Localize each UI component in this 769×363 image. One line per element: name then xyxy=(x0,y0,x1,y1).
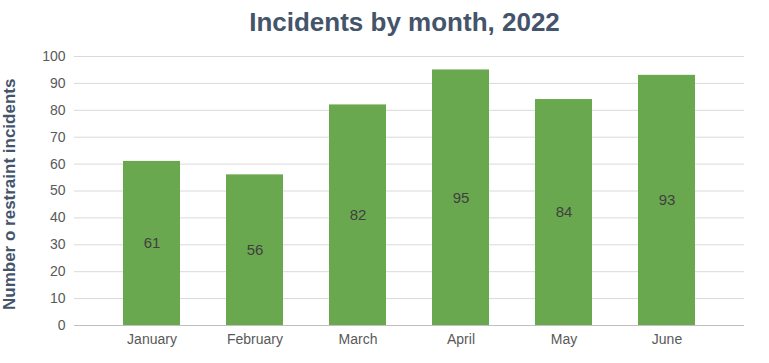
svg-text:56: 56 xyxy=(247,241,264,258)
svg-text:January: January xyxy=(127,331,177,347)
svg-text:61: 61 xyxy=(144,234,161,251)
svg-text:93: 93 xyxy=(659,191,676,208)
svg-text:50: 50 xyxy=(50,182,66,198)
svg-text:70: 70 xyxy=(50,129,66,145)
svg-text:90: 90 xyxy=(50,75,66,91)
svg-text:10: 10 xyxy=(50,290,66,306)
svg-text:84: 84 xyxy=(556,203,573,220)
svg-text:95: 95 xyxy=(453,189,470,206)
svg-text:May: May xyxy=(551,331,577,347)
svg-text:82: 82 xyxy=(350,206,367,223)
html-text:Number o restraint incidents: Number o restraint incidents xyxy=(0,78,19,310)
svg-text:June: June xyxy=(652,331,683,347)
svg-text:April: April xyxy=(447,331,475,347)
svg-text:80: 80 xyxy=(50,102,66,118)
svg-text:100: 100 xyxy=(42,48,66,64)
html-text:Incidents by month, 2022: Incidents by month, 2022 xyxy=(249,7,560,37)
svg-text:20: 20 xyxy=(50,263,66,279)
svg-text:0: 0 xyxy=(58,317,66,333)
svg-text:March: March xyxy=(339,331,378,347)
svg-text:60: 60 xyxy=(50,156,66,172)
svg-text:February: February xyxy=(227,331,283,347)
svg-text:40: 40 xyxy=(50,209,66,225)
svg-text:30: 30 xyxy=(50,236,66,252)
